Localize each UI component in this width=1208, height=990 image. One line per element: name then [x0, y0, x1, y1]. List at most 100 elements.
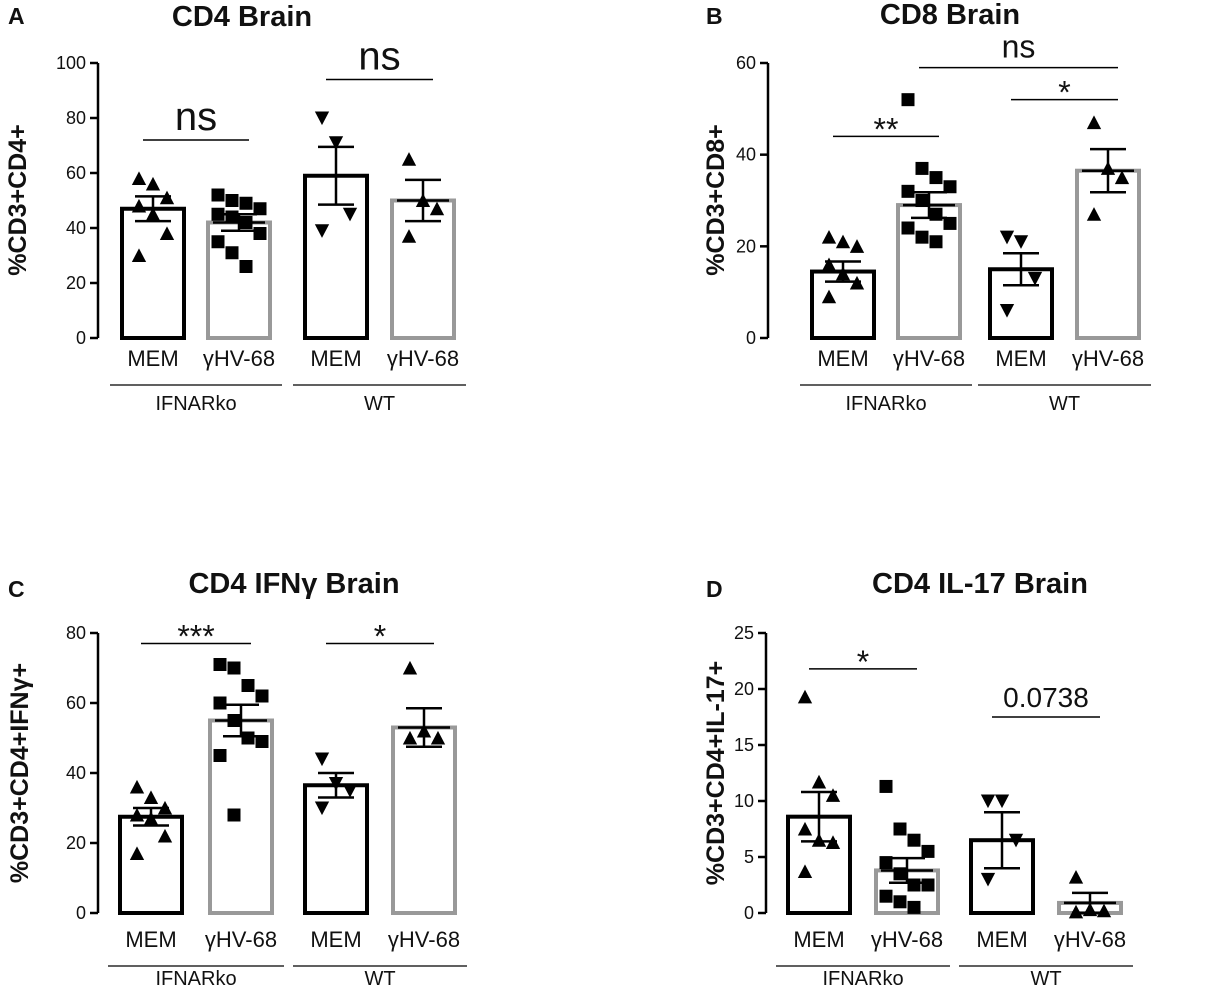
data-point	[901, 93, 915, 107]
data-point	[835, 234, 851, 249]
data-point	[907, 878, 921, 892]
significance-label: **	[874, 111, 899, 147]
data-point	[1086, 115, 1102, 130]
data-point	[915, 194, 929, 207]
data-point	[211, 235, 225, 249]
category-label: γHV-68	[203, 346, 275, 371]
data-point	[1068, 870, 1084, 884]
y-axis-label: %CD3+CD4+IFNγ+	[6, 663, 34, 883]
y-tick-label: 25	[734, 623, 754, 643]
group-label: WT	[364, 393, 395, 415]
group-label: WT	[364, 968, 395, 990]
data-point	[921, 844, 935, 858]
category-label: γHV-68	[871, 927, 943, 952]
data-point	[401, 229, 417, 243]
bar	[1075, 168, 1141, 340]
significance-label: *	[857, 644, 869, 680]
y-tick-label: 0	[76, 903, 86, 923]
data-point	[159, 190, 175, 205]
data-point	[227, 661, 241, 675]
y-tick-label: 40	[66, 218, 86, 238]
data-point	[943, 216, 957, 230]
y-tick-label: 60	[66, 163, 86, 183]
y-tick-label: 0	[746, 328, 756, 348]
significance-label: *	[374, 619, 386, 655]
data-point	[999, 304, 1015, 318]
significance-label: ns	[175, 95, 217, 139]
data-point	[213, 658, 227, 671]
data-point	[253, 202, 267, 216]
category-label: γHV-68	[1072, 346, 1144, 371]
category-label: MEM	[995, 346, 1046, 371]
data-point	[227, 808, 241, 822]
y-tick-label: 80	[66, 108, 86, 128]
bar	[120, 206, 186, 340]
data-point	[811, 833, 827, 847]
category-label: MEM	[310, 927, 361, 952]
data-point	[227, 714, 241, 727]
data-point	[901, 221, 915, 235]
data-point	[402, 660, 418, 675]
data-point	[929, 235, 943, 249]
significance-label: *	[1058, 75, 1070, 111]
category-label: MEM	[817, 346, 868, 371]
data-point	[255, 689, 269, 703]
group-label: IFNARko	[155, 393, 236, 415]
data-point	[213, 749, 227, 762]
data-point	[1114, 170, 1130, 185]
data-point	[239, 196, 253, 210]
data-point	[1100, 161, 1116, 175]
data-point	[314, 111, 330, 126]
data-point	[157, 800, 173, 815]
panel-letter: C	[8, 576, 25, 602]
data-point	[1096, 903, 1112, 918]
y-tick-label: 15	[734, 735, 754, 755]
chart-title: CD4 IFNγ Brain	[188, 568, 399, 600]
data-point	[797, 689, 813, 704]
chart-title: CD8 Brain	[880, 0, 1020, 31]
data-point	[314, 801, 330, 816]
data-point	[225, 210, 239, 224]
data-point	[253, 227, 267, 240]
panel-letter: D	[706, 576, 723, 602]
panel-letter: A	[8, 3, 25, 29]
data-point	[415, 193, 431, 207]
y-axis-label: %CD3+CD4+IL-17+	[702, 661, 730, 885]
y-tick-label: 80	[66, 623, 86, 643]
data-point	[143, 790, 159, 804]
significance-label: 0.0738	[1003, 682, 1089, 713]
data-point	[835, 266, 851, 281]
data-point	[879, 779, 893, 793]
data-point	[241, 679, 255, 692]
group-label: WT	[1049, 393, 1080, 415]
data-point	[929, 171, 943, 185]
data-point	[225, 194, 239, 207]
y-tick-label: 10	[734, 791, 754, 811]
y-axis-label: %CD3+CD8+	[702, 124, 730, 275]
data-point	[825, 835, 841, 849]
data-point	[1082, 902, 1098, 917]
category-label: MEM	[125, 927, 176, 952]
significance-label: ns	[1002, 29, 1036, 65]
data-point	[401, 152, 417, 166]
data-point	[929, 207, 943, 221]
y-tick-label: 100	[56, 53, 86, 73]
data-point	[821, 230, 837, 244]
data-point	[211, 207, 225, 221]
category-label: γHV-68	[388, 927, 460, 952]
data-point	[129, 779, 145, 794]
y-axis-label: %CD3+CD4+	[4, 124, 32, 275]
bar	[118, 814, 184, 915]
panel-a: A CD4 Brain %CD3+CD4+ 0 20 40 60 80 100 MEM γHV-68…	[4, 1, 466, 415]
data-point	[314, 752, 330, 767]
data-point	[328, 777, 344, 791]
chart-title: CD4 Brain	[172, 1, 312, 33]
data-point	[129, 846, 145, 860]
category-label: γHV-68	[1054, 927, 1126, 952]
data-point	[811, 774, 827, 789]
data-point	[901, 184, 915, 198]
y-tick-label: 5	[744, 847, 754, 867]
data-point	[999, 230, 1015, 245]
data-point	[429, 201, 445, 216]
